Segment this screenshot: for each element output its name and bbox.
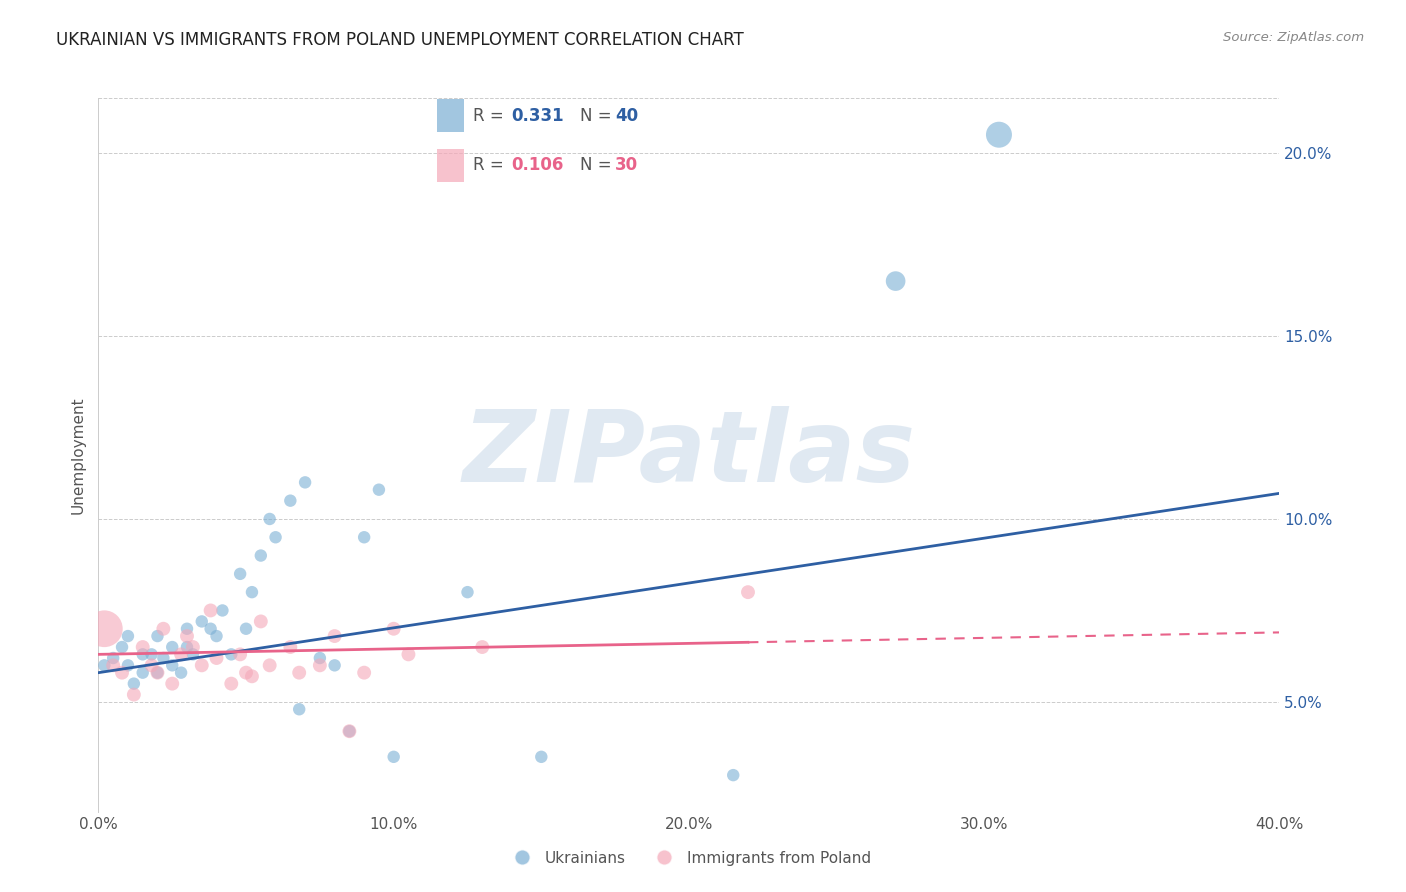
Point (723, 768, 745, 782)
Point (250, 549, 273, 563)
Point (111, 640, 134, 654)
Point (170, 665, 193, 680)
Point (235, 665, 257, 680)
Point (235, 622, 257, 636)
Y-axis label: Unemployment: Unemployment (70, 396, 86, 514)
Point (176, 622, 198, 636)
Point (382, 622, 405, 636)
Point (323, 658, 346, 673)
Point (132, 665, 155, 680)
Text: Source: ZipAtlas.com: Source: ZipAtlas.com (1223, 31, 1364, 45)
Point (368, 483, 391, 497)
Point (200, 603, 222, 617)
Point (456, 585, 478, 599)
Point (240, 669, 263, 683)
Point (294, 475, 316, 490)
Point (250, 615, 273, 629)
Point (353, 530, 375, 544)
Text: 0.331: 0.331 (512, 107, 564, 125)
Point (170, 648, 193, 662)
Text: UKRAINIAN VS IMMIGRANTS FROM POLAND UNEMPLOYMENT CORRELATION CHART: UKRAINIAN VS IMMIGRANTS FROM POLAND UNEM… (56, 31, 744, 49)
Point (141, 658, 163, 673)
Text: 0.106: 0.106 (512, 156, 564, 174)
Point (191, 615, 214, 629)
Point (211, 603, 233, 617)
Point (259, 512, 281, 526)
Point (323, 629, 346, 643)
Point (152, 651, 174, 665)
Point (146, 665, 169, 680)
Point (200, 622, 222, 636)
Point (122, 676, 145, 690)
Text: ZIPatlas: ZIPatlas (463, 407, 915, 503)
Point (132, 648, 155, 662)
Point (162, 658, 183, 673)
Point (181, 648, 204, 662)
Point (191, 658, 214, 673)
Text: R =: R = (472, 107, 509, 125)
Point (309, 651, 332, 665)
Point (219, 648, 242, 662)
Point (353, 665, 375, 680)
Text: 40: 40 (616, 107, 638, 125)
Point (146, 665, 169, 680)
Point (229, 566, 252, 581)
Point (205, 651, 228, 665)
Point (219, 676, 242, 690)
Point (176, 629, 198, 643)
Legend: Ukrainians, Immigrants from Poland: Ukrainians, Immigrants from Poland (501, 845, 877, 871)
Point (288, 665, 311, 680)
Point (162, 640, 183, 654)
Point (288, 702, 311, 716)
Point (132, 640, 155, 654)
Point (264, 530, 287, 544)
Point (229, 648, 252, 662)
Point (396, 648, 419, 662)
Point (987, 128, 1010, 142)
Point (278, 493, 302, 508)
Point (309, 658, 332, 673)
Point (146, 629, 169, 643)
Point (93, 658, 115, 673)
Point (339, 724, 360, 739)
Point (152, 622, 174, 636)
Text: N =: N = (579, 156, 616, 174)
Point (141, 648, 163, 662)
Point (382, 749, 405, 764)
Point (162, 676, 183, 690)
Bar (437, 149, 464, 181)
Point (117, 658, 139, 673)
Point (103, 651, 125, 665)
Point (176, 640, 198, 654)
Point (181, 640, 204, 654)
Point (111, 665, 134, 680)
Point (93, 622, 115, 636)
Point (117, 629, 139, 643)
Point (122, 688, 145, 702)
Point (884, 274, 907, 288)
Point (205, 629, 228, 643)
Point (471, 640, 494, 654)
Text: 30: 30 (616, 156, 638, 174)
Point (530, 749, 553, 764)
Point (240, 585, 263, 599)
Point (737, 585, 759, 599)
Point (278, 640, 302, 654)
Bar (437, 99, 464, 132)
Text: R =: R = (472, 156, 509, 174)
Point (103, 658, 125, 673)
Text: N =: N = (579, 107, 616, 125)
Point (339, 724, 360, 739)
Point (259, 658, 281, 673)
